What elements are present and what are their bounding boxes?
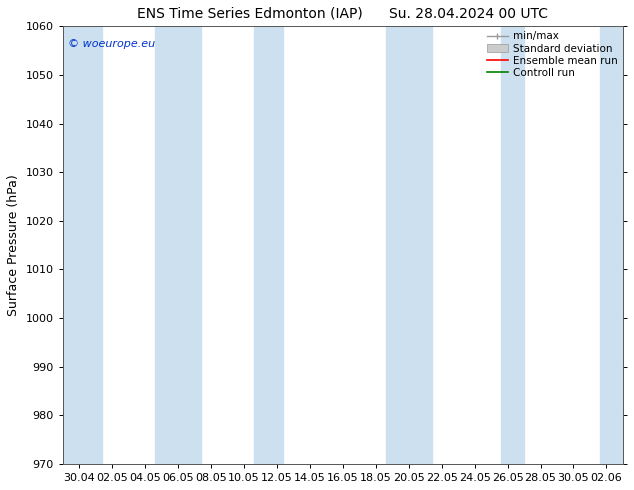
Bar bbox=[254, 26, 283, 464]
Bar bbox=[155, 26, 201, 464]
Bar bbox=[63, 26, 102, 464]
Title: ENS Time Series Edmonton (IAP)      Su. 28.04.2024 00 UTC: ENS Time Series Edmonton (IAP) Su. 28.04… bbox=[138, 7, 548, 21]
Bar bbox=[501, 26, 524, 464]
Bar bbox=[385, 26, 432, 464]
Bar bbox=[600, 26, 623, 464]
Legend: min/max, Standard deviation, Ensemble mean run, Controll run: min/max, Standard deviation, Ensemble me… bbox=[485, 29, 620, 80]
Y-axis label: Surface Pressure (hPa): Surface Pressure (hPa) bbox=[7, 174, 20, 316]
Text: © woeurope.eu: © woeurope.eu bbox=[68, 39, 155, 49]
